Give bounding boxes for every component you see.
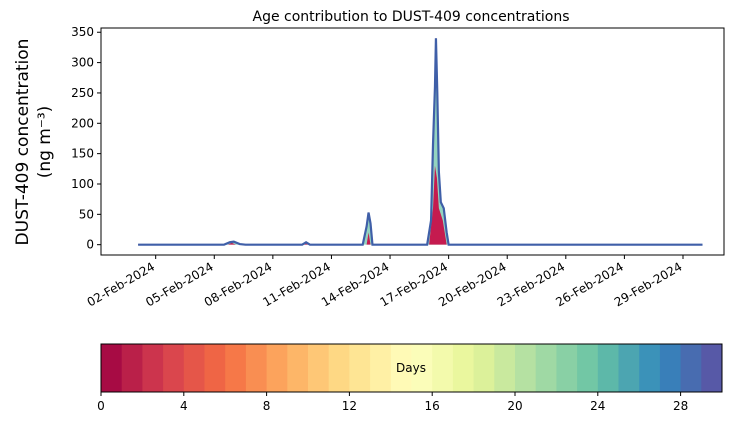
colorbar-tick-label: 12 bbox=[342, 399, 357, 413]
colorbar-segment bbox=[101, 344, 123, 392]
y-tick-label: 250 bbox=[71, 86, 94, 100]
colorbar-segment bbox=[577, 344, 599, 392]
colorbar-segment bbox=[142, 344, 164, 392]
series-area-young bbox=[138, 165, 703, 245]
chart-title: Age contribution to DUST-409 concentrati… bbox=[253, 9, 570, 25]
colorbar-segment bbox=[659, 344, 682, 392]
colorbar-segment bbox=[556, 344, 578, 392]
y-tick-label: 50 bbox=[79, 207, 94, 221]
y-tick-label: 0 bbox=[86, 238, 94, 252]
colorbar-segment bbox=[245, 344, 268, 392]
y-tick-label: 300 bbox=[71, 56, 94, 70]
y-axis-label: DUST-409 concentration bbox=[13, 39, 33, 246]
colorbar-segment bbox=[432, 344, 454, 392]
colorbar-segment bbox=[473, 344, 495, 392]
colorbar-segment bbox=[701, 344, 723, 392]
colorbar-segment bbox=[183, 344, 205, 392]
colorbar-segment bbox=[390, 344, 412, 392]
colorbar-tick-label: 20 bbox=[507, 399, 522, 413]
colorbar-segment bbox=[308, 344, 330, 392]
colorbar-label: Days bbox=[396, 361, 426, 375]
series-line-young-edge bbox=[138, 38, 703, 246]
y-tick-label: 350 bbox=[71, 25, 94, 39]
series-line-total bbox=[138, 38, 703, 246]
colorbar-tick-label: 4 bbox=[180, 399, 188, 413]
colorbar-segment bbox=[515, 344, 537, 392]
colorbar-segment bbox=[411, 344, 433, 392]
colorbar-tick-label: 28 bbox=[673, 399, 688, 413]
colorbar-segment bbox=[494, 344, 516, 392]
colorbar-segment bbox=[225, 344, 247, 392]
y-axis-label-unit: (ng m⁻³) bbox=[35, 106, 55, 179]
colorbar-tick-label: 16 bbox=[425, 399, 440, 413]
colorbar-segment bbox=[287, 344, 309, 392]
colorbar-segment bbox=[121, 344, 143, 392]
colorbar-segment bbox=[680, 344, 702, 392]
colorbar-segment bbox=[535, 344, 557, 392]
plot-frame bbox=[100, 27, 725, 256]
colorbar-segment bbox=[597, 344, 619, 392]
colorbar-segment bbox=[618, 344, 640, 392]
colorbar-segment bbox=[328, 344, 350, 392]
y-tick-label: 150 bbox=[71, 147, 94, 161]
colorbar-tick-label: 0 bbox=[97, 399, 105, 413]
colorbar-tick-label: 8 bbox=[263, 399, 271, 413]
colorbar-segment bbox=[370, 344, 392, 392]
series-area-mid-ages bbox=[138, 38, 703, 245]
colorbar-segment bbox=[452, 344, 475, 392]
colorbar-segment bbox=[204, 344, 226, 392]
y-tick-label: 100 bbox=[71, 177, 94, 191]
colorbar-segment bbox=[163, 344, 185, 392]
colorbar-segment bbox=[349, 344, 371, 392]
colorbar-tick-label: 24 bbox=[590, 399, 605, 413]
colorbar-frame bbox=[100, 343, 723, 393]
colorbar-segment bbox=[639, 344, 661, 392]
colorbar-segment bbox=[266, 344, 288, 392]
y-tick-label: 200 bbox=[71, 116, 94, 130]
